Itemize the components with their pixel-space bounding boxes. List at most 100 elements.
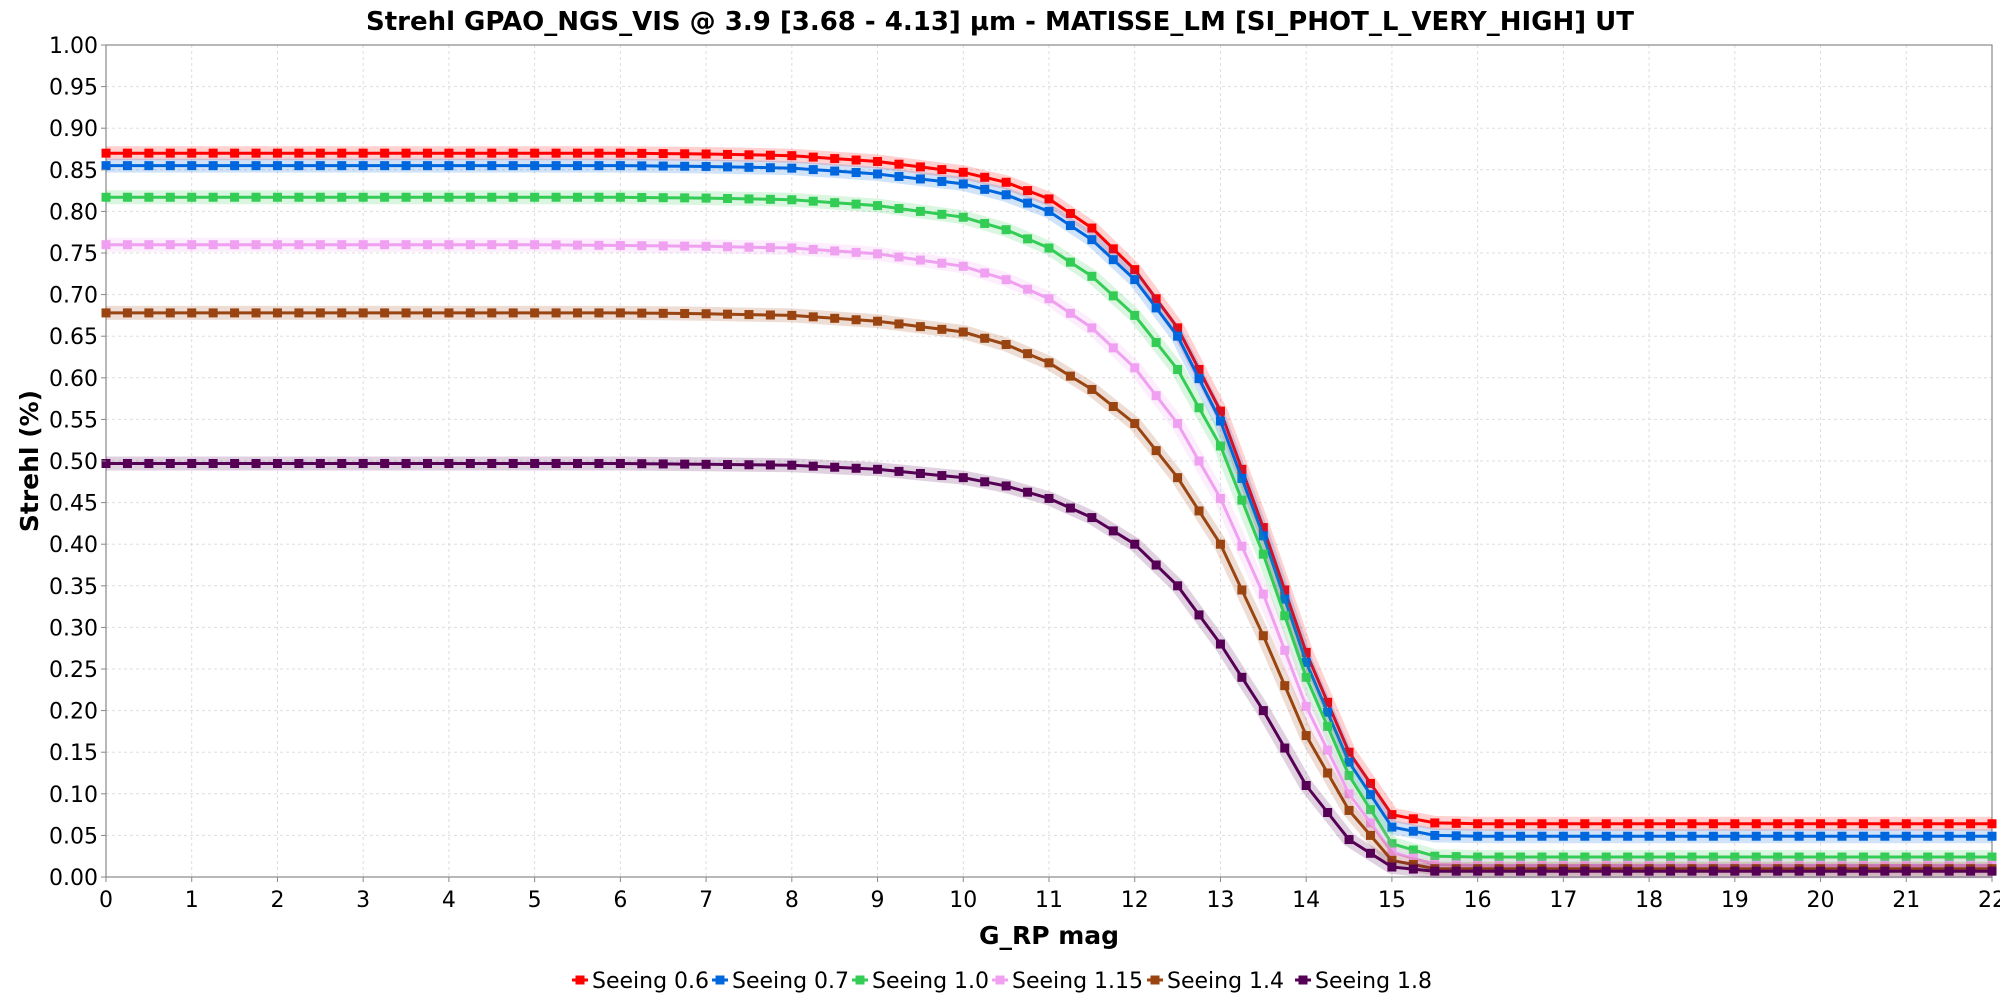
- data-point-marker: [1666, 852, 1676, 862]
- x-tick-label: 21: [1892, 888, 1920, 913]
- data-point-marker: [401, 240, 411, 250]
- data-point-marker: [830, 154, 840, 164]
- data-point-marker: [680, 161, 690, 171]
- data-point-marker: [980, 333, 990, 343]
- data-point-marker: [765, 243, 775, 253]
- data-point-marker: [1344, 770, 1354, 780]
- data-point-marker: [1451, 852, 1461, 862]
- data-point-marker: [1494, 819, 1504, 829]
- data-point-marker: [1108, 343, 1118, 353]
- data-point-marker: [680, 459, 690, 469]
- data-point-marker: [658, 459, 668, 469]
- data-point-marker: [294, 240, 304, 250]
- data-point-marker: [1751, 866, 1761, 876]
- legend-label: Seeing 0.6: [592, 969, 709, 994]
- data-point-marker: [551, 161, 561, 171]
- data-point-marker: [1215, 539, 1225, 549]
- data-point-marker: [122, 308, 132, 318]
- legend-item: Seeing 1.4: [1147, 969, 1284, 994]
- data-point-marker: [808, 461, 818, 471]
- data-point-marker: [144, 148, 154, 158]
- data-point-marker: [1966, 852, 1976, 862]
- legend-label: Seeing 1.0: [872, 969, 989, 994]
- data-point-marker: [1194, 506, 1204, 516]
- data-point-marker: [530, 161, 540, 171]
- data-point-marker: [551, 192, 561, 202]
- data-point-marker: [380, 458, 390, 468]
- data-point-marker: [1430, 830, 1440, 840]
- data-point-marker: [1087, 223, 1097, 233]
- data-point-marker: [1730, 819, 1740, 829]
- legend-item: Seeing 0.7: [712, 969, 849, 994]
- data-point-marker: [873, 201, 883, 211]
- data-point-marker: [1494, 831, 1504, 841]
- data-point-marker: [637, 161, 647, 171]
- data-point-marker: [1601, 819, 1611, 829]
- data-point-marker: [358, 240, 368, 250]
- data-point-marker: [337, 240, 347, 250]
- data-point-marker: [1237, 672, 1247, 682]
- data-point-marker: [873, 316, 883, 326]
- data-point-marker: [1687, 831, 1697, 841]
- data-point-marker: [765, 163, 775, 173]
- data-point-marker: [1044, 358, 1054, 368]
- data-point-marker: [230, 161, 240, 171]
- data-point-marker: [208, 458, 218, 468]
- data-point-marker: [1473, 819, 1483, 829]
- data-point-marker: [1580, 831, 1590, 841]
- data-point-marker: [444, 148, 454, 158]
- data-point-marker: [1215, 441, 1225, 451]
- data-point-marker: [1408, 864, 1418, 874]
- data-point-marker: [272, 240, 282, 250]
- data-point-marker: [1516, 831, 1525, 841]
- data-point-marker: [1323, 721, 1333, 731]
- data-point-marker: [1408, 845, 1418, 855]
- data-point-marker: [380, 308, 390, 318]
- data-point-marker: [230, 240, 240, 250]
- data-point-marker: [144, 308, 154, 318]
- data-point-marker: [851, 463, 861, 473]
- data-point-marker: [1280, 594, 1290, 604]
- data-point-marker: [1451, 818, 1461, 828]
- data-point-marker: [787, 195, 797, 205]
- series-seeing-1.0: [101, 190, 1997, 864]
- data-point-marker: [873, 169, 883, 179]
- data-point-marker: [1558, 819, 1568, 829]
- x-tick-label: 16: [1464, 888, 1492, 913]
- data-point-marker: [1215, 416, 1225, 426]
- data-point-marker: [808, 196, 818, 206]
- data-point-marker: [830, 166, 840, 176]
- data-point-marker: [337, 458, 347, 468]
- data-point-marker: [573, 161, 582, 171]
- data-point-marker: [1001, 275, 1011, 285]
- legend-swatch-marker: [995, 975, 1005, 985]
- data-point-marker: [808, 244, 818, 254]
- data-point-marker: [723, 460, 733, 470]
- data-point-marker: [1794, 819, 1804, 829]
- data-point-marker: [1065, 208, 1075, 218]
- data-point-marker: [1816, 831, 1826, 841]
- data-point-marker: [937, 324, 947, 334]
- data-point-marker: [915, 468, 925, 478]
- data-point-marker: [1623, 831, 1633, 841]
- data-point-marker: [1601, 852, 1611, 862]
- data-point-marker: [701, 149, 711, 159]
- data-point-marker: [508, 161, 518, 171]
- data-point-marker: [637, 192, 647, 202]
- data-point-marker: [615, 458, 625, 468]
- legend-label: Seeing 0.7: [732, 969, 849, 994]
- y-tick-label: 0.35: [49, 575, 98, 600]
- data-point-marker: [315, 458, 325, 468]
- data-point-marker: [701, 241, 711, 251]
- data-point-marker: [1558, 831, 1568, 841]
- data-point-marker: [1837, 819, 1847, 829]
- data-point-marker: [1880, 819, 1890, 829]
- data-point-marker: [1258, 523, 1268, 533]
- data-point-marker: [1558, 866, 1568, 876]
- data-point-marker: [915, 322, 925, 332]
- y-tick-label: 1.00: [49, 34, 98, 59]
- data-point-marker: [165, 240, 175, 250]
- data-point-marker: [422, 240, 432, 250]
- data-point-marker: [1858, 852, 1868, 862]
- data-point-marker: [208, 308, 218, 318]
